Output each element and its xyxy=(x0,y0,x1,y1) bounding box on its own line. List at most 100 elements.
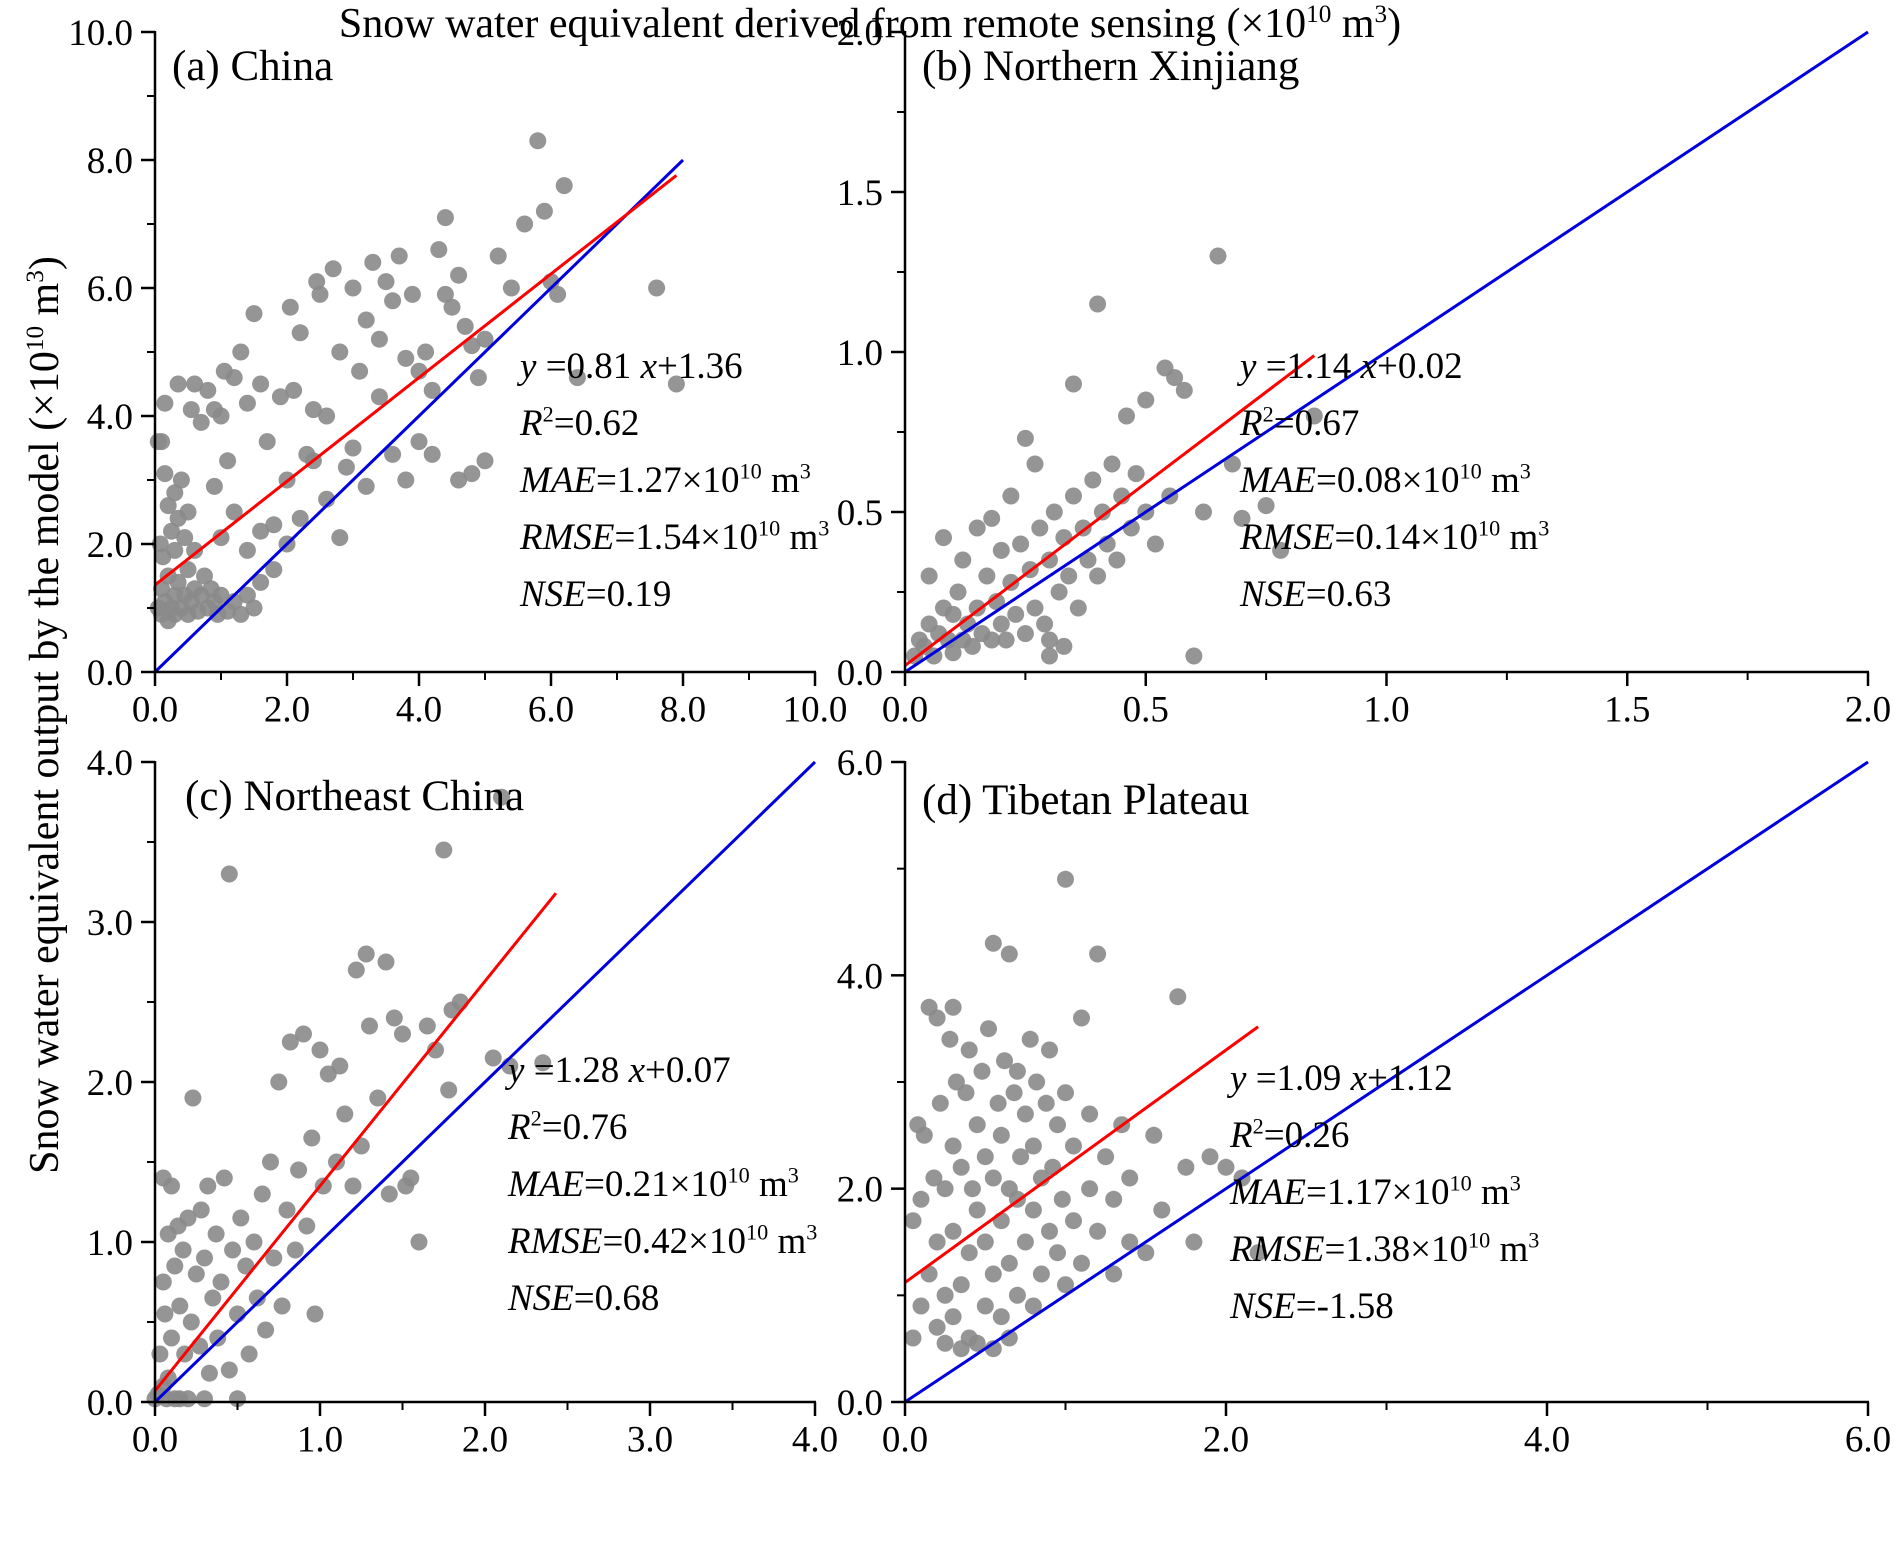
scatter-point xyxy=(436,285,454,303)
scatter-point xyxy=(271,388,289,406)
scatter-point xyxy=(344,1177,362,1195)
fit-line xyxy=(153,892,558,1392)
y-tick-label: 2.0 xyxy=(87,525,133,566)
scatter-point xyxy=(1089,945,1107,963)
scatter-point xyxy=(976,1148,994,1166)
scatter-point xyxy=(311,285,329,303)
scatter-point xyxy=(328,1153,345,1171)
scatter-point xyxy=(1028,1073,1046,1091)
scatter-point xyxy=(1073,1009,1090,1027)
scatter-point xyxy=(174,1241,192,1259)
scatter-point xyxy=(502,279,520,297)
scatter-point xyxy=(196,567,213,585)
scatter-point xyxy=(549,285,567,303)
scatter-point xyxy=(1024,1137,1042,1155)
scatter-point xyxy=(1223,455,1241,473)
scatter-point xyxy=(1175,381,1193,399)
y-tick-label: 8.0 xyxy=(87,141,133,182)
scatter-point xyxy=(941,1030,959,1048)
x-tick-label: 2.0 xyxy=(1845,690,1891,731)
scatter-point xyxy=(973,1062,991,1080)
scatter-point xyxy=(337,458,355,476)
scatter-point xyxy=(1166,369,1184,387)
stat-line: NSE=-1.58 xyxy=(1230,1286,1394,1327)
scatter-point xyxy=(423,381,441,399)
scatter-point xyxy=(238,394,256,412)
scatter-point xyxy=(928,1318,946,1336)
scatter-point xyxy=(245,599,263,617)
scatter-point xyxy=(489,247,507,265)
scatter-point xyxy=(936,1286,954,1304)
scatter-point xyxy=(450,266,468,284)
scatter-point xyxy=(380,1185,398,1203)
scatter-point xyxy=(308,273,326,291)
scatter-point xyxy=(423,445,441,463)
scatter-point xyxy=(1137,1244,1155,1262)
identity-line xyxy=(153,158,685,674)
scatter-point xyxy=(992,1308,1010,1326)
scatter-point xyxy=(232,1209,250,1227)
scatter-point xyxy=(159,1369,177,1387)
scatter-point xyxy=(298,1217,316,1235)
stat-line: MAE=0.21×1010 m3 xyxy=(508,1162,799,1205)
scatter-point xyxy=(1045,503,1063,521)
scatter-point xyxy=(904,1212,922,1230)
scatter-point xyxy=(1097,1148,1115,1166)
scatter-point xyxy=(248,1289,266,1307)
scatter-point xyxy=(1201,1148,1219,1166)
scatter-point xyxy=(285,381,303,399)
scatter-point xyxy=(166,1257,184,1275)
scatter-point xyxy=(169,573,187,591)
scatter-point xyxy=(265,516,283,534)
scatter-point xyxy=(920,567,938,585)
scatter-point xyxy=(978,567,996,585)
panel-b: 0.0 0.5 1.0 1.5 2.0 0.0 0.5 1.0 1.5 2.0 xyxy=(837,13,1891,731)
scatter-point xyxy=(1073,1254,1090,1272)
y-tick-label: 4.0 xyxy=(837,956,883,997)
scatter-point xyxy=(232,605,250,623)
scatter-point xyxy=(1026,599,1044,617)
scatter-point xyxy=(1209,247,1227,265)
scatter-point xyxy=(336,1105,354,1123)
scatter-point xyxy=(1026,455,1044,473)
scatter-point xyxy=(1089,295,1107,313)
scatter-point xyxy=(262,1153,279,1171)
stat-line: y =0.81 x+1.36 xyxy=(520,346,743,387)
scatter-point xyxy=(984,1169,1002,1187)
identity-line xyxy=(904,30,1869,674)
scatter-point xyxy=(163,1177,180,1195)
scatter-point xyxy=(992,615,1010,633)
x-tick-label: 4.0 xyxy=(792,1420,838,1461)
x-tick-label: 4.0 xyxy=(1524,1420,1570,1461)
scatter-point xyxy=(968,1334,986,1352)
scatter-point xyxy=(314,1177,332,1195)
stat-line: MAE=1.27×1010 m3 xyxy=(520,458,811,501)
scatter-point xyxy=(265,561,283,579)
scatter-point xyxy=(928,1009,946,1027)
scatter-point xyxy=(220,1361,238,1379)
scatter-point xyxy=(357,945,375,963)
y-tick-label: 0.0 xyxy=(837,1383,883,1424)
scatter-point xyxy=(1105,1190,1123,1208)
scatter-point xyxy=(440,1081,458,1099)
y-tick-label: 2.0 xyxy=(837,1170,883,1211)
scatter-point xyxy=(529,132,547,150)
stat-line: NSE=0.19 xyxy=(520,574,672,615)
scatter-point xyxy=(1121,1233,1139,1251)
scatter-point xyxy=(154,1273,172,1291)
scatter-point xyxy=(281,298,299,316)
scatter-point xyxy=(1185,647,1203,665)
scatter-point xyxy=(1127,465,1145,483)
stat-line: R2=0.26 xyxy=(1230,1113,1350,1156)
scatter-point xyxy=(952,1276,970,1294)
scatter-point xyxy=(1065,1137,1082,1155)
scatter-point xyxy=(1103,455,1121,473)
fit-line xyxy=(904,354,1316,667)
scatter-point xyxy=(912,1190,930,1208)
scatter-point xyxy=(1024,1201,1042,1219)
scatter-point xyxy=(1032,1265,1050,1283)
scatter-point xyxy=(1121,1169,1139,1187)
scatter-point xyxy=(212,529,230,547)
scatter-point xyxy=(153,433,171,451)
